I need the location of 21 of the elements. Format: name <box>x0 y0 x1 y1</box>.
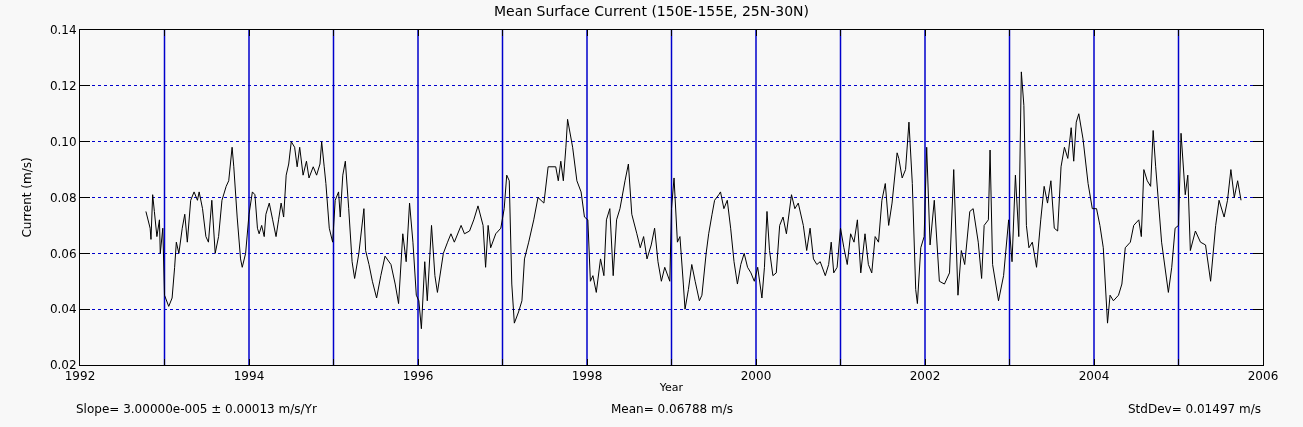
text: StdDev= 0.01497 m/s <box>1128 402 1261 416</box>
x-tick-label: 1996 <box>402 369 434 384</box>
x-tick-label: 2000 <box>740 369 772 384</box>
line-series <box>145 71 1242 330</box>
y-tick-label: 0.06 <box>49 246 77 261</box>
x-axis-title: Year <box>658 380 684 394</box>
x-tick-label: 2002 <box>909 369 941 384</box>
x-tick-label: 1992 <box>64 369 96 384</box>
x-tick-label: 1998 <box>571 369 603 384</box>
y-tick-label: 0.04 <box>49 302 77 317</box>
y-tick-label: 0.08 <box>49 190 77 205</box>
y-tick-label: 0.12 <box>49 79 77 94</box>
chart-title: Mean Surface Current (150E-155E, 25N-30N) <box>493 3 810 20</box>
y-axis-title: Current (m/s) <box>20 157 35 238</box>
x-tick-label: 1994 <box>233 369 265 384</box>
text: Slope= 3.00000e-005 ± 0.00013 m/s/Yr <box>76 402 317 416</box>
x-tick-label: 2004 <box>1078 369 1110 384</box>
text: Mean= 0.06788 m/s <box>611 402 733 416</box>
x-tick-label: 2006 <box>1247 369 1279 384</box>
y-tick-label: 0.10 <box>49 134 77 149</box>
y-tick-label: 0.14 <box>49 23 77 38</box>
